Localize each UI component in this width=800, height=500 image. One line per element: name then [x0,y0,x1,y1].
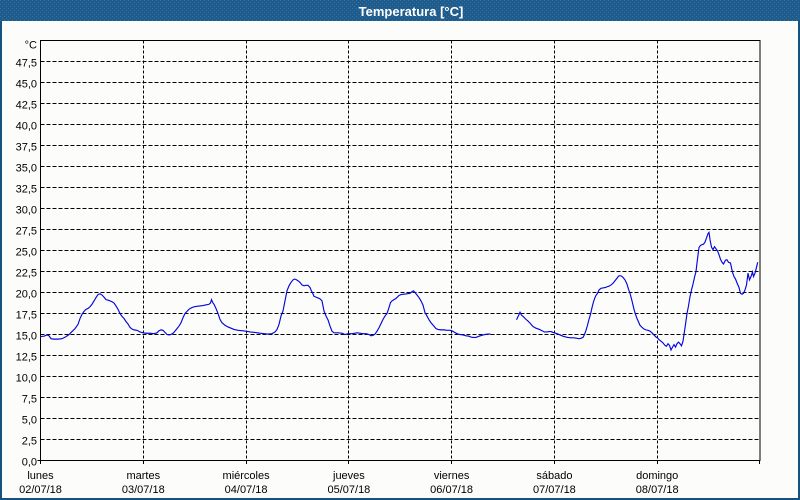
svg-text:35,0: 35,0 [16,163,37,175]
svg-text:07/07/18: 07/07/18 [533,484,576,496]
svg-text:°C: °C [25,40,37,52]
svg-text:40,0: 40,0 [16,121,37,133]
svg-text:05/07/18: 05/07/18 [327,484,370,496]
svg-text:22,5: 22,5 [16,268,37,280]
svg-text:lunes: lunes [27,470,54,482]
svg-text:04/07/18: 04/07/18 [225,484,268,496]
svg-text:30,0: 30,0 [16,205,37,217]
svg-text:45,0: 45,0 [16,79,37,91]
svg-text:20,0: 20,0 [16,289,37,301]
svg-text:32,5: 32,5 [16,184,37,196]
svg-text:jueves: jueves [332,470,365,482]
svg-text:10,0: 10,0 [16,373,37,385]
svg-text:37,5: 37,5 [16,142,37,154]
svg-text:15,0: 15,0 [16,331,37,343]
svg-text:0,0: 0,0 [22,457,37,469]
svg-text:25,0: 25,0 [16,247,37,259]
svg-text:27,5: 27,5 [16,226,37,238]
svg-text:7,5: 7,5 [22,394,37,406]
svg-text:12,5: 12,5 [16,352,37,364]
svg-text:5,0: 5,0 [22,415,37,427]
svg-text:martes: martes [126,470,160,482]
svg-text:42,5: 42,5 [16,100,37,112]
svg-text:02/07/18: 02/07/18 [19,484,62,496]
svg-text:17,5: 17,5 [16,310,37,322]
svg-text:03/07/18: 03/07/18 [122,484,165,496]
svg-text:06/07/18: 06/07/18 [430,484,473,496]
svg-text:08/07/18: 08/07/18 [636,484,679,496]
svg-text:sábado: sábado [536,470,572,482]
svg-text:2,5: 2,5 [22,436,37,448]
svg-text:domingo: domingo [636,470,678,482]
svg-text:viernes: viernes [434,470,470,482]
svg-text:miércoles: miércoles [223,470,271,482]
svg-text:47,5: 47,5 [16,58,37,70]
